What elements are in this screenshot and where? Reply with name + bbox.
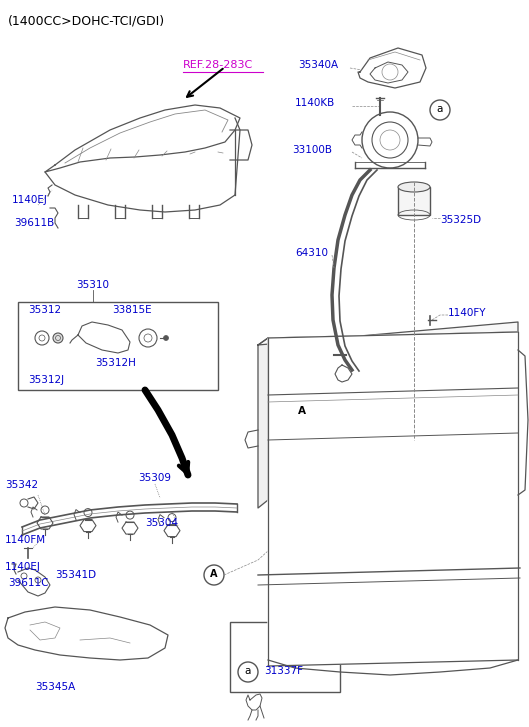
Bar bbox=[18, 302, 218, 390]
Text: 35345A: 35345A bbox=[35, 682, 75, 692]
Text: 35312H: 35312H bbox=[95, 358, 136, 368]
Text: 1140EJ: 1140EJ bbox=[12, 195, 48, 205]
Text: (1400CC>DOHC-TCI/GDI): (1400CC>DOHC-TCI/GDI) bbox=[8, 14, 165, 27]
Text: 1140EJ: 1140EJ bbox=[5, 562, 41, 572]
Text: 35310: 35310 bbox=[77, 280, 110, 290]
Bar bbox=[398, 187, 430, 215]
Circle shape bbox=[204, 565, 224, 585]
Text: 35342: 35342 bbox=[5, 480, 38, 490]
Text: 35304: 35304 bbox=[145, 518, 178, 528]
Circle shape bbox=[430, 100, 450, 120]
Text: 1140FY: 1140FY bbox=[448, 308, 487, 318]
Text: 35312J: 35312J bbox=[28, 375, 64, 385]
Text: 64310: 64310 bbox=[295, 248, 328, 258]
Text: 35341D: 35341D bbox=[55, 570, 96, 580]
Polygon shape bbox=[268, 332, 518, 666]
Text: A: A bbox=[210, 569, 218, 579]
Circle shape bbox=[238, 662, 258, 682]
Text: 33815E: 33815E bbox=[112, 305, 152, 315]
Text: 1140KB: 1140KB bbox=[295, 98, 335, 108]
Text: 35309: 35309 bbox=[138, 473, 171, 483]
Text: 35340A: 35340A bbox=[298, 60, 338, 70]
Text: A: A bbox=[298, 406, 306, 416]
Text: 1140FM: 1140FM bbox=[5, 535, 46, 545]
Text: a: a bbox=[437, 104, 443, 114]
Text: a: a bbox=[245, 666, 251, 676]
Text: 39611C: 39611C bbox=[8, 578, 49, 588]
Text: 35325D: 35325D bbox=[440, 215, 481, 225]
Text: REF.28-283C: REF.28-283C bbox=[183, 60, 253, 70]
Polygon shape bbox=[258, 338, 268, 508]
Ellipse shape bbox=[398, 182, 430, 192]
Bar bbox=[230, 622, 340, 692]
Text: 39611B: 39611B bbox=[14, 218, 54, 228]
Circle shape bbox=[291, 401, 313, 423]
Text: 33100B: 33100B bbox=[292, 145, 332, 155]
Circle shape bbox=[53, 333, 63, 343]
Text: 35312: 35312 bbox=[28, 305, 61, 315]
Text: 31337F: 31337F bbox=[264, 666, 303, 676]
Polygon shape bbox=[258, 322, 518, 345]
Circle shape bbox=[163, 335, 169, 340]
